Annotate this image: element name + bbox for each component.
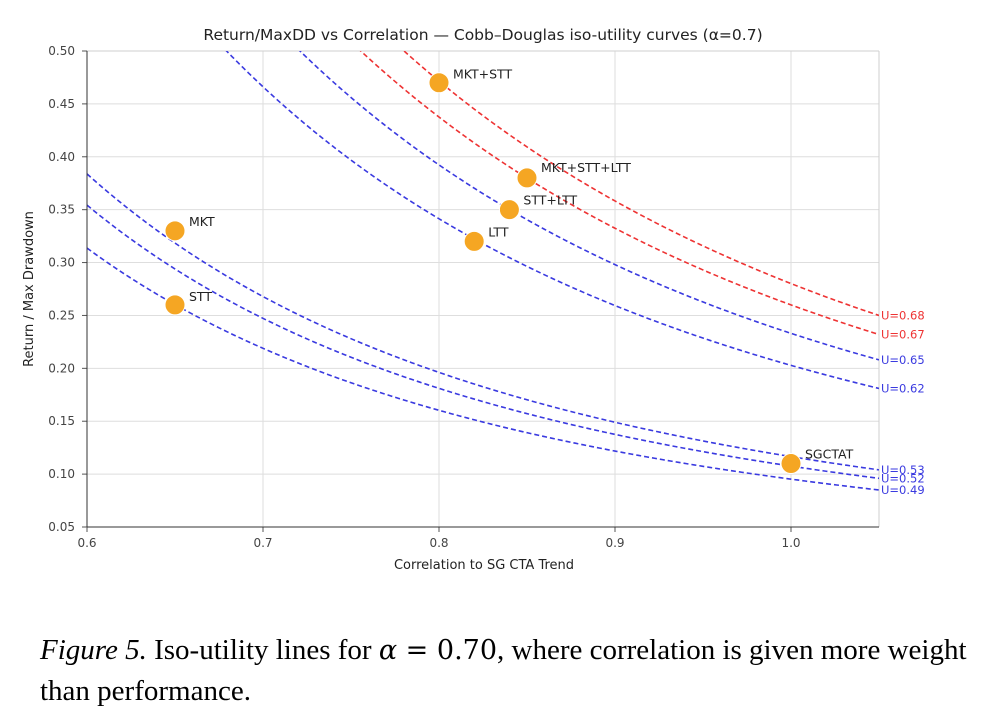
point-label: SGCTAT — [805, 447, 854, 462]
y-tick-label: 0.45 — [48, 97, 75, 111]
x-tick-label: 0.9 — [605, 536, 624, 550]
iso-utility-curve — [359, 51, 879, 336]
curve-label: U=0.52 — [881, 471, 925, 485]
chart: MKT+STT MKT+STT+LTT STT+LTT LTT MKT STT SGCTAT… — [22, 26, 925, 573]
data-point — [164, 220, 186, 242]
axis-ticks: 0.6 0.7 0.8 0.9 1.0 0.05 0.10 0.15 0.20 0.25 0.30 0… — [48, 44, 924, 550]
y-tick-label: 0.30 — [48, 256, 75, 270]
iso-utility-curves — [87, 51, 879, 491]
y-tick-label: 0.40 — [48, 150, 75, 164]
x-tick-label: 0.7 — [253, 536, 272, 550]
caption-math: α = 0.70 — [379, 635, 497, 666]
equals-sign: = — [405, 635, 429, 666]
data-point — [498, 199, 520, 221]
y-tick-label: 0.20 — [48, 361, 75, 375]
y-tick-label: 0.35 — [48, 203, 75, 217]
x-axis-label: Correlation to SG CTA Trend — [394, 558, 574, 573]
caption-text-after: , where correlation is given more weight… — [40, 634, 967, 707]
iso-utility-curve — [87, 204, 879, 480]
point-label: STT — [189, 289, 212, 304]
iso-utility-curve — [298, 51, 879, 361]
alpha-symbol: α — [378, 635, 398, 666]
data-point — [164, 294, 186, 316]
y-tick-label: 0.15 — [48, 414, 75, 428]
point-label: MKT+STT — [453, 67, 512, 82]
data-point — [516, 167, 538, 189]
y-tick-label: 0.50 — [48, 44, 75, 58]
figure-caption: Figure 5. Iso-utility lines for α = 0.70… — [40, 630, 980, 711]
data-points: MKT+STT MKT+STT+LTT STT+LTT LTT MKT STT SGCTAT — [164, 67, 854, 475]
curve-label: U=0.68 — [881, 308, 925, 322]
x-tick-label: 0.8 — [429, 536, 448, 550]
curve-label: U=0.53 — [881, 463, 925, 477]
data-point — [463, 230, 485, 252]
curve-label: U=0.65 — [881, 353, 925, 367]
x-tick-label: 1.0 — [781, 536, 800, 550]
iso-utility-curve — [87, 247, 879, 491]
figure-number: Figure 5. — [40, 634, 147, 666]
point-label: MKT+STT+LTT — [541, 160, 631, 175]
point-label: MKT — [189, 214, 215, 229]
y-tick-label: 0.25 — [48, 308, 75, 322]
chart-title: Return/MaxDD vs Correlation — Cobb–Dougl… — [203, 26, 762, 44]
y-tick-label: 0.05 — [48, 520, 75, 534]
iso-utility-curve — [87, 173, 879, 471]
alpha-value: 0.70 — [436, 635, 498, 666]
y-axis-label: Return / Max Drawdown — [22, 211, 37, 367]
caption-text-before: Iso-utility lines for — [154, 634, 372, 666]
iso-utility-curve — [402, 51, 879, 317]
point-label: LTT — [488, 224, 509, 239]
data-point — [428, 72, 450, 94]
point-label: STT+LTT — [523, 193, 577, 208]
curve-label: U=0.62 — [881, 381, 925, 395]
curve-label: U=0.67 — [881, 327, 925, 341]
data-point — [780, 453, 802, 475]
x-tick-label: 0.6 — [77, 536, 96, 550]
y-tick-label: 0.10 — [48, 467, 75, 481]
curve-label: U=0.49 — [881, 483, 925, 497]
